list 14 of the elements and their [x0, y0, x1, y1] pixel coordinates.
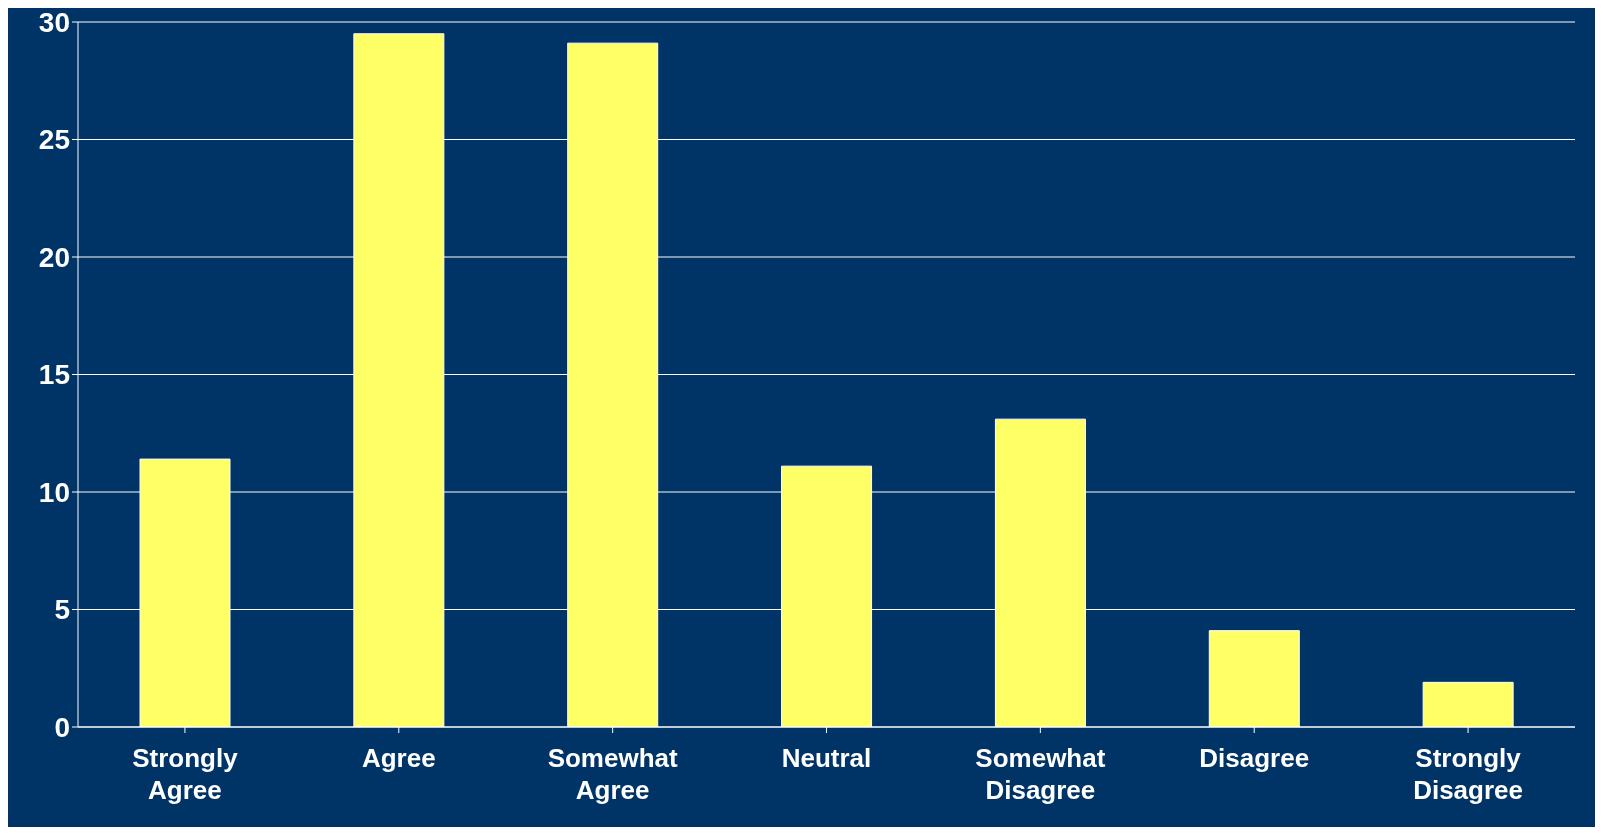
x-tick-label: Somewhat Agree — [547, 743, 678, 805]
y-tick-label: 30 — [38, 6, 70, 38]
x-tick-label: Strongly Agree — [132, 743, 239, 805]
y-tick-label: 0 — [54, 711, 70, 743]
x-tick-label: Strongly Disagree — [1413, 743, 1523, 805]
y-tick-label: 20 — [38, 241, 70, 273]
y-tick-label: 5 — [54, 594, 70, 626]
y-tick-label: 25 — [38, 124, 70, 156]
y-tick-label: 10 — [38, 476, 70, 508]
x-tick-label: Neutral — [781, 743, 872, 773]
x-tick-label: Agree — [361, 743, 436, 773]
y-tick-label: 15 — [38, 359, 70, 391]
x-tick-label: Disagree — [1199, 743, 1310, 773]
x-tick-label: Somewhat Disagree — [975, 743, 1106, 805]
